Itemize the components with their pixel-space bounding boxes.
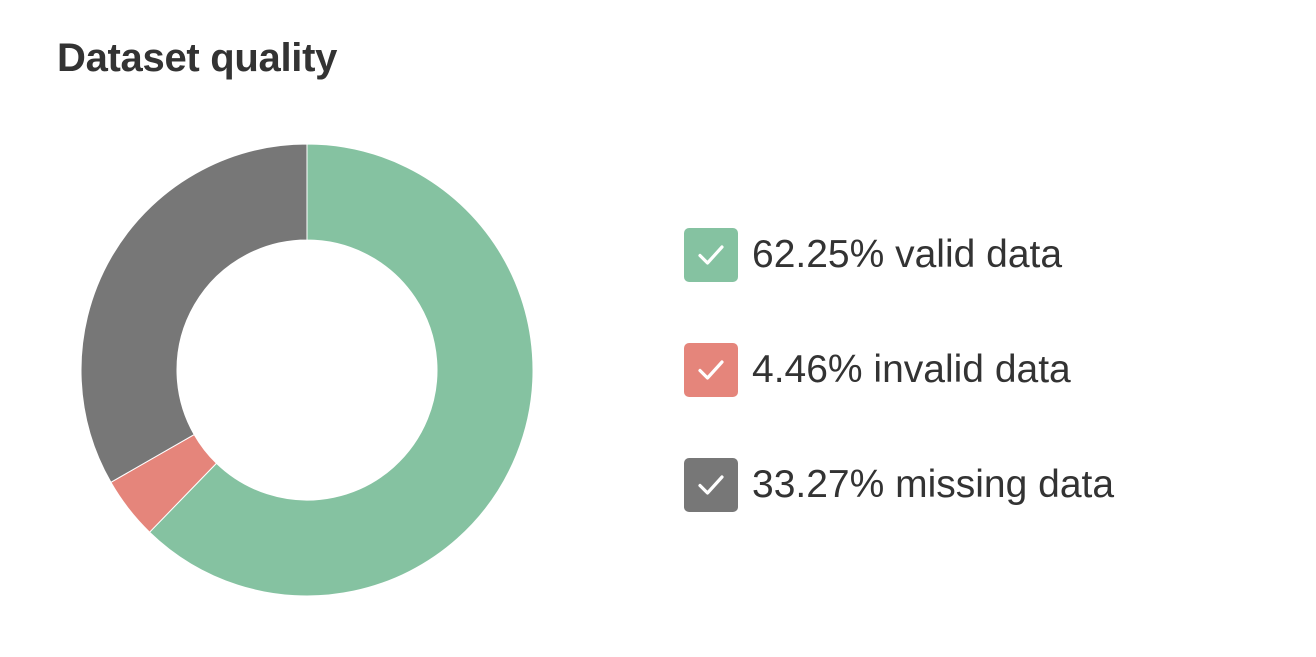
chart-title: Dataset quality: [57, 36, 338, 80]
legend-checkbox-invalid[interactable]: [684, 343, 738, 397]
legend-checkbox-valid[interactable]: [684, 228, 738, 282]
donut-slices: [80, 143, 534, 597]
legend-checkbox-missing[interactable]: [684, 458, 738, 512]
legend-label-valid: 62.25% valid data: [752, 233, 1063, 276]
check-icon: [698, 245, 724, 265]
check-icon: [698, 360, 724, 380]
legend-item-invalid[interactable]: 4.46% invalid data: [684, 341, 1114, 399]
donut-slice-missing[interactable]: [80, 143, 308, 483]
legend-label-missing: 33.27% missing data: [752, 463, 1115, 506]
legend-item-valid[interactable]: 62.25% valid data: [684, 226, 1114, 284]
chart-legend: 62.25% valid data 4.46% invalid data 33.…: [684, 226, 1114, 514]
legend-label-invalid: 4.46% invalid data: [752, 348, 1071, 391]
legend-item-missing[interactable]: 33.27% missing data: [684, 456, 1114, 514]
check-icon: [698, 475, 724, 495]
donut-slice-valid[interactable]: [148, 143, 534, 597]
